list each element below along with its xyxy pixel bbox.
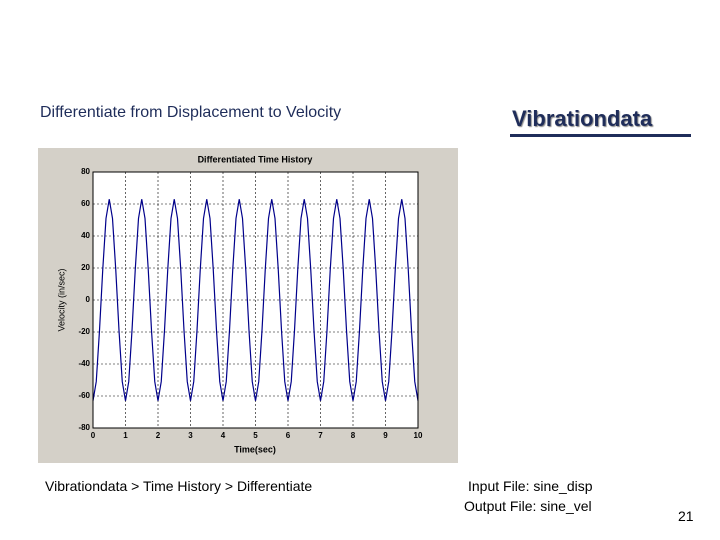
x-axis-label: Time(sec): [234, 444, 276, 454]
y-tick-label: 60: [81, 199, 90, 208]
data-line: [92, 199, 419, 401]
page-number: 21: [678, 508, 694, 524]
x-tick-label: 5: [253, 431, 258, 440]
x-tick-label: 3: [188, 431, 193, 440]
y-tick-label: -80: [78, 423, 90, 432]
x-tick-label: 0: [91, 431, 96, 440]
y-tick-label: -60: [78, 391, 90, 400]
y-tick-label: 40: [81, 231, 90, 240]
y-tick-label: -20: [78, 327, 90, 336]
x-tick-label: 9: [383, 431, 388, 440]
slide-title: Differentiate from Displacement to Veloc…: [40, 104, 342, 121]
y-axis-label: Velocity (in/sec): [56, 268, 66, 331]
caption: Vibrationdata > Time History > Different…: [45, 478, 313, 494]
output-file: Output File: sine_vel: [464, 498, 592, 514]
x-tick-label: 4: [221, 431, 226, 440]
y-tick-label: 80: [81, 167, 90, 176]
plot-frame: [92, 171, 419, 429]
x-tick-label: 8: [351, 431, 356, 440]
brand: Vibrationdata: [512, 106, 653, 131]
y-tick-label: -40: [78, 359, 90, 368]
brand-underline: [510, 134, 691, 137]
chart: Differentiated Time History Time(sec) Ve…: [38, 148, 458, 463]
x-tick-label: 10: [414, 431, 423, 440]
chart-title: Differentiated Time History: [198, 154, 313, 164]
y-tick-label: 0: [86, 295, 91, 304]
x-tick-label: 7: [318, 431, 323, 440]
x-tick-label: 6: [286, 431, 291, 440]
x-tick-label: 1: [123, 431, 128, 440]
y-tick-label: 20: [81, 263, 90, 272]
input-file: Input File: sine_disp: [468, 478, 593, 494]
x-tick-label: 2: [156, 431, 161, 440]
